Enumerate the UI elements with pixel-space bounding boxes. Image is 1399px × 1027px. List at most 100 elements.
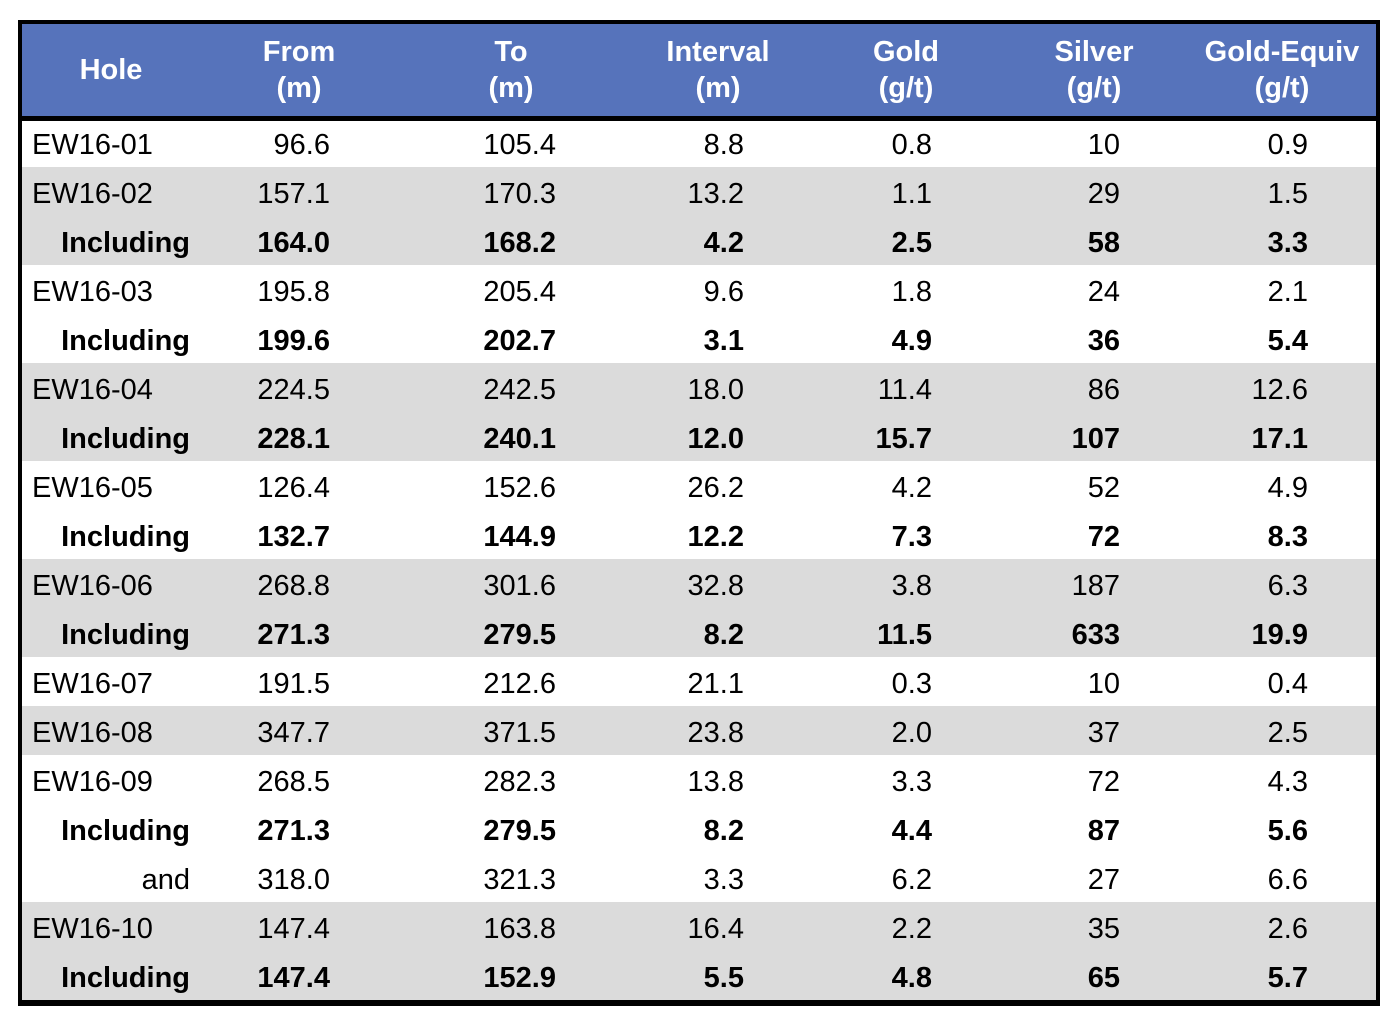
- col-header-silver-label: Silver: [1054, 35, 1134, 68]
- interval-cell: 9.6: [703, 276, 744, 308]
- gold-cell: 4.8: [891, 962, 932, 994]
- table-row: EW16-03 195.8 205.4 9.6 1.8 24 2.1: [22, 265, 1376, 314]
- table-row: EW16-08 347.7 371.5 23.8 2.0 37 2.5: [22, 706, 1376, 755]
- silver-cell: 24: [1087, 276, 1120, 308]
- table-row: Including 164.0 168.2 4.2 2.5 58 3.3: [22, 216, 1376, 265]
- col-header-gold-equiv: Gold-Equiv (g/t): [1188, 24, 1376, 118]
- to-cell: 170.3: [483, 178, 556, 210]
- header-row: Hole From (m) To (m) Interval (m) Gold (g/t)…: [22, 24, 1376, 118]
- col-header-gold: Gold (g/t): [812, 24, 1000, 118]
- silver-cell: 37: [1087, 717, 1120, 749]
- table-body: EW16-01 96.6 105.4 8.8 0.8 10 0.9 EW16-0…: [22, 118, 1376, 1000]
- gold-equiv-cell: 4.3: [1267, 766, 1308, 798]
- interval-cell: 4.2: [703, 227, 744, 259]
- gold-equiv-cell: 12.6: [1251, 374, 1308, 406]
- hole-cell: EW16-09: [32, 766, 153, 798]
- from-cell: 157.1: [257, 178, 330, 210]
- to-cell: 279.5: [483, 619, 556, 651]
- to-cell: 212.6: [483, 668, 556, 700]
- silver-cell: 36: [1087, 325, 1120, 357]
- hole-cell: EW16-10: [32, 913, 153, 945]
- interval-cell: 12.2: [687, 521, 744, 553]
- to-cell: 105.4: [483, 129, 556, 161]
- to-cell: 242.5: [483, 374, 556, 406]
- from-cell: 347.7: [257, 717, 330, 749]
- from-cell: 224.5: [257, 374, 330, 406]
- to-cell: 282.3: [483, 766, 556, 798]
- gold-equiv-cell: 4.9: [1267, 472, 1308, 504]
- gold-equiv-cell: 5.7: [1267, 962, 1308, 994]
- from-cell: 147.4: [257, 962, 330, 994]
- hole-cell: EW16-03: [32, 276, 153, 308]
- gold-cell: 11.5: [877, 619, 932, 651]
- interval-cell: 23.8: [687, 717, 744, 749]
- interval-cell: 26.2: [687, 472, 744, 504]
- hole-cell: Including: [61, 227, 190, 259]
- gold-cell: 3.8: [891, 570, 932, 602]
- gold-cell: 7.3: [891, 521, 932, 553]
- interval-cell: 3.1: [703, 325, 744, 357]
- drill-results-table-frame: Hole From (m) To (m) Interval (m) Gold (g/t)…: [18, 20, 1380, 1006]
- interval-cell: 13.2: [687, 178, 744, 210]
- gold-equiv-cell: 2.6: [1267, 913, 1308, 945]
- silver-cell: 72: [1087, 521, 1120, 553]
- col-header-silver: Silver (g/t): [1000, 24, 1188, 118]
- from-cell: 191.5: [257, 668, 330, 700]
- interval-cell: 16.4: [687, 913, 744, 945]
- col-header-gold-label: Gold: [872, 35, 940, 68]
- col-header-silver-unit: (g/t): [1066, 71, 1122, 104]
- hole-cell: Including: [61, 962, 190, 994]
- gold-cell: 3.3: [891, 766, 932, 798]
- hole-cell: EW16-04: [32, 374, 153, 406]
- hole-cell: EW16-08: [32, 717, 153, 749]
- silver-cell: 27: [1087, 864, 1120, 896]
- hole-cell: and: [141, 864, 190, 896]
- gold-cell: 4.4: [891, 815, 932, 847]
- to-cell: 202.7: [483, 325, 556, 357]
- interval-cell: 32.8: [687, 570, 744, 602]
- gold-equiv-cell: 5.4: [1267, 325, 1308, 357]
- silver-cell: 86: [1087, 374, 1120, 406]
- interval-cell: 3.3: [703, 864, 744, 896]
- to-cell: 144.9: [483, 521, 556, 553]
- col-header-gold-equiv-label: Gold-Equiv: [1204, 35, 1360, 68]
- from-cell: 199.6: [257, 325, 330, 357]
- gold-cell: 0.8: [891, 129, 932, 161]
- gold-equiv-cell: 19.9: [1251, 619, 1308, 651]
- table-row: Including 132.7 144.9 12.2 7.3 72 8.3: [22, 510, 1376, 559]
- to-cell: 321.3: [483, 864, 556, 896]
- gold-equiv-cell: 8.3: [1267, 521, 1308, 553]
- gold-equiv-cell: 5.6: [1267, 815, 1308, 847]
- gold-cell: 4.9: [891, 325, 932, 357]
- silver-cell: 10: [1087, 129, 1120, 161]
- hole-cell: Including: [61, 815, 190, 847]
- from-cell: 195.8: [257, 276, 330, 308]
- silver-cell: 52: [1087, 472, 1120, 504]
- from-cell: 271.3: [257, 815, 330, 847]
- interval-cell: 5.5: [703, 962, 744, 994]
- table-row: Including 199.6 202.7 3.1 4.9 36 5.4: [22, 314, 1376, 363]
- col-header-hole: Hole: [22, 24, 200, 118]
- to-cell: 152.6: [483, 472, 556, 504]
- gold-cell: 6.2: [891, 864, 932, 896]
- to-cell: 301.6: [483, 570, 556, 602]
- to-cell: 279.5: [483, 815, 556, 847]
- silver-cell: 10: [1087, 668, 1120, 700]
- from-cell: 126.4: [257, 472, 330, 504]
- col-header-interval-label: Interval: [666, 35, 770, 68]
- from-cell: 164.0: [257, 227, 330, 259]
- table-row: EW16-05 126.4 152.6 26.2 4.2 52 4.9: [22, 461, 1376, 510]
- interval-cell: 8.2: [703, 619, 744, 651]
- table-row: Including 271.3 279.5 8.2 4.4 87 5.6: [22, 804, 1376, 853]
- gold-equiv-cell: 6.3: [1267, 570, 1308, 602]
- from-cell: 318.0: [257, 864, 330, 896]
- col-header-interval: Interval (m): [624, 24, 812, 118]
- table-row: Including 271.3 279.5 8.2 11.5 633 19.9: [22, 608, 1376, 657]
- to-cell: 152.9: [483, 962, 556, 994]
- interval-cell: 21.1: [687, 668, 744, 700]
- gold-cell: 2.0: [891, 717, 932, 749]
- interval-cell: 12.0: [687, 423, 744, 455]
- col-header-from: From (m): [200, 24, 398, 118]
- hole-cell: EW16-05: [32, 472, 153, 504]
- interval-cell: 8.8: [703, 129, 744, 161]
